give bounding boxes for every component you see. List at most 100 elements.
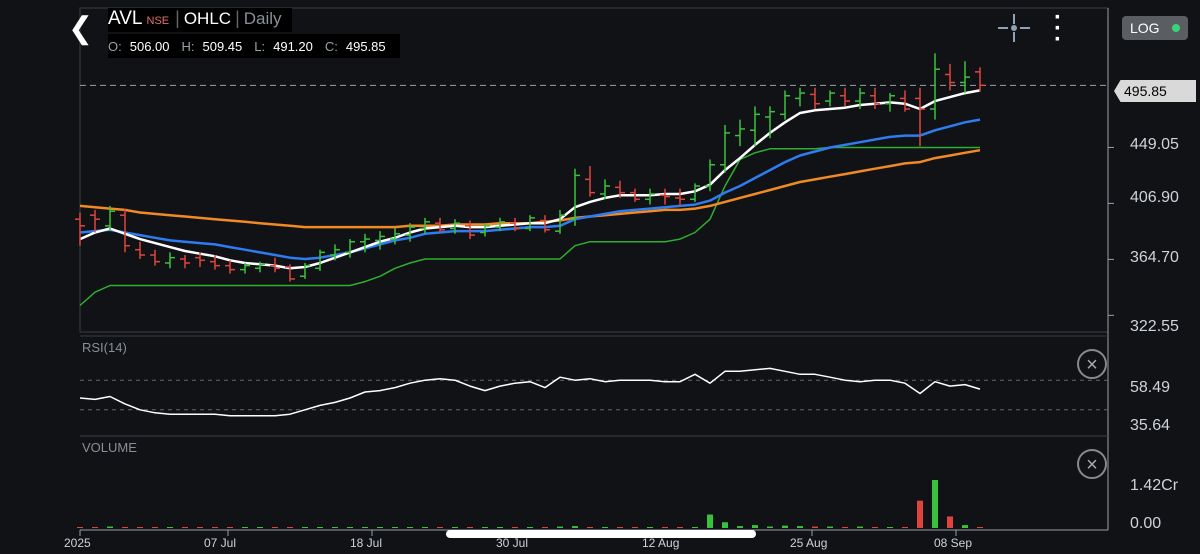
volume-bar	[647, 527, 653, 528]
ohlc-bar	[630, 188, 640, 202]
ohlc-bar	[735, 119, 745, 147]
volume-panel-title: VOLUME	[82, 440, 137, 455]
volume-bar	[152, 527, 158, 528]
ohlc-bar	[705, 159, 715, 192]
ohlc-bar	[180, 255, 190, 269]
ohlc-bar	[300, 262, 310, 279]
ohlc-bar	[795, 87, 805, 107]
volume-bar	[287, 527, 293, 528]
ohlc-bar	[945, 63, 955, 91]
volume-bar	[557, 526, 563, 528]
volume-bar	[842, 527, 848, 528]
volume-bar	[677, 527, 683, 528]
volume-bar	[962, 525, 968, 528]
volume-bar	[167, 527, 173, 528]
log-scale-toggle[interactable]: LOG	[1122, 16, 1188, 40]
volume-bar	[377, 527, 383, 528]
volume-bar	[602, 527, 608, 528]
close-value: 495.85	[345, 38, 386, 54]
separator: |	[175, 8, 180, 28]
ema-mid-path	[79, 118, 981, 261]
volume-bar	[827, 526, 833, 528]
exchange-label: NSE	[146, 15, 170, 27]
high-label: H:	[181, 38, 195, 54]
ohlc-bar	[165, 252, 175, 269]
volume-bar	[392, 527, 398, 528]
volume-bar	[812, 526, 818, 528]
ohlc-bar	[405, 223, 415, 242]
date-label: 12 Aug	[642, 536, 680, 550]
ohlc-bar	[105, 205, 115, 232]
volume-bar	[752, 525, 758, 528]
ohlc-bar	[375, 231, 385, 250]
volume-bar	[692, 527, 698, 528]
volume-bar	[467, 527, 473, 528]
ohlc-bar	[855, 87, 865, 110]
more-options-icon[interactable]: · · ·	[1054, 4, 1062, 53]
crosshair-icon[interactable]	[996, 12, 1032, 44]
volume-bar	[362, 527, 368, 528]
ohlc-bar	[660, 188, 670, 205]
last-price-tag: 495.85	[1114, 80, 1196, 102]
close-volume-icon[interactable]: ×	[1077, 449, 1107, 479]
volume-bar	[707, 514, 713, 528]
open-value: 506.00	[129, 38, 170, 54]
ohlc-bar	[510, 217, 520, 232]
volume-bar	[632, 527, 638, 528]
ohlc-bar	[75, 212, 85, 246]
ohlc-bar	[210, 255, 220, 270]
chart-header: ❮ AVL NSE | OHLC | Daily O: 506.00 H: 509.…	[0, 0, 1200, 60]
ohlc-bar	[915, 87, 925, 147]
timeline-scrollbar[interactable]	[446, 530, 756, 538]
volume-bar	[272, 527, 278, 528]
volume-bar	[587, 527, 593, 528]
symbol-title[interactable]: AVL NSE | OHLC | Daily	[108, 8, 292, 32]
volume-bar	[92, 527, 98, 528]
close-label: C:	[324, 38, 338, 54]
volume-bar	[482, 527, 488, 528]
volume-bar	[107, 526, 113, 528]
ohlc-bar	[960, 61, 970, 94]
ohlc-bar	[240, 262, 250, 274]
price-tick-label: 449.05	[1130, 136, 1179, 153]
volume-bar	[887, 527, 893, 528]
ohlc-readout: O: 506.00 H: 509.45 L: 491.20 C: 495.85	[108, 34, 400, 58]
volume-bar	[527, 527, 533, 528]
volume-tick-label: 1.42Cr	[1130, 477, 1179, 494]
volume-bar	[452, 527, 458, 528]
rsi-tick-label: 35.64	[1130, 417, 1171, 434]
ohlc-bar	[570, 168, 580, 226]
back-arrow-icon[interactable]: ❮	[68, 12, 94, 45]
close-rsi-icon[interactable]: ×	[1077, 349, 1107, 379]
rsi-tick-label: 58.49	[1130, 379, 1171, 396]
volume-bar	[662, 527, 668, 528]
ohlc-bar	[870, 87, 880, 110]
volume-bar	[437, 527, 443, 528]
toggle-on-indicator	[1172, 24, 1180, 32]
volume-bar	[977, 527, 983, 528]
ohlc-bar	[135, 241, 145, 259]
ohlc-bar	[810, 87, 820, 110]
volume-bar	[902, 527, 908, 528]
log-label: LOG	[1130, 20, 1160, 36]
date-label: 30 Jul	[496, 536, 529, 550]
ohlc-bar	[615, 180, 625, 198]
ohlc-bars	[75, 53, 985, 282]
chart-type[interactable]: OHLC	[183, 9, 232, 28]
ohlc-bar	[120, 208, 130, 253]
rsi-line	[79, 367, 981, 417]
volume-bar	[422, 527, 428, 528]
ohlc-bar	[435, 217, 445, 233]
ohlc-bar	[930, 53, 940, 120]
ohlc-bar	[465, 220, 475, 240]
ema-fast-line	[79, 89, 981, 270]
volume-bar	[347, 527, 353, 528]
ohlc-bar	[225, 260, 235, 274]
volume-bar	[77, 527, 83, 528]
date-label: 07 Jul	[204, 536, 237, 550]
high-value: 509.45	[202, 38, 243, 54]
volume-bar	[542, 527, 548, 528]
interval[interactable]: Daily	[243, 9, 282, 28]
volume-bar	[212, 527, 218, 528]
